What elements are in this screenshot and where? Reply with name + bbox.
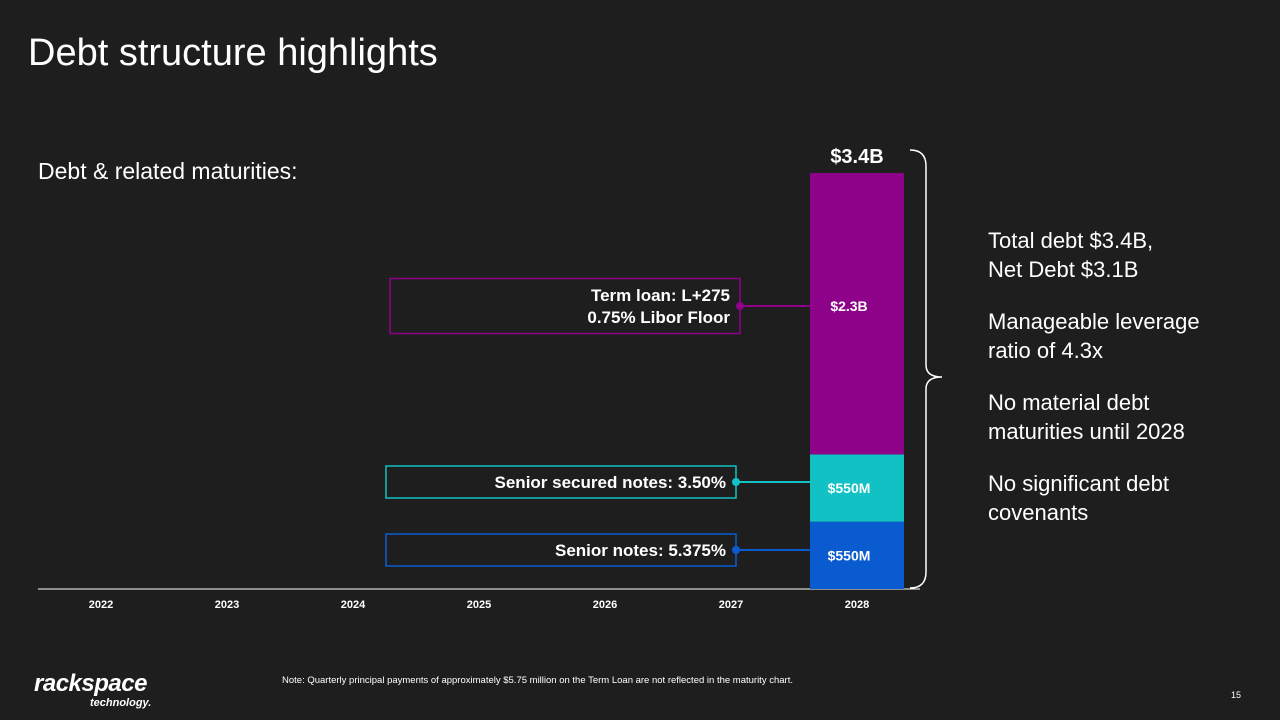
highlight-line: maturities until 2028: [988, 419, 1185, 444]
x-tick-label: 2022: [89, 599, 113, 611]
data-label: $550M: [828, 547, 871, 563]
bar-segment: [810, 521, 904, 589]
bar-segment: [810, 454, 904, 522]
x-tick-label: 2027: [719, 599, 743, 611]
highlight-maturities: No material debt maturities until 2028: [988, 388, 1258, 446]
page-number: 15: [1231, 690, 1242, 700]
footnote: Note: Quarterly principal payments of ap…: [282, 675, 793, 686]
rackspace-logo: rackspace technology.: [34, 670, 164, 714]
highlight-line: No material debt: [988, 390, 1150, 415]
x-tick-label: 2026: [593, 599, 617, 611]
total-label: $3.4B: [830, 146, 883, 168]
highlight-covenants: No significant debt covenants: [988, 469, 1258, 527]
highlight-leverage: Manageable leverage ratio of 4.3x: [988, 307, 1258, 365]
logo-tagline: technology.: [90, 697, 152, 709]
data-label: $550M: [828, 480, 871, 496]
x-tick-label: 2023: [215, 599, 239, 611]
bar-segment: [810, 173, 904, 455]
highlight-line: ratio of 4.3x: [988, 338, 1103, 363]
highlight-line: covenants: [988, 500, 1089, 525]
highlight-line: Total debt $3.4B,: [988, 228, 1154, 253]
highlight-line: Net Debt $3.1B: [988, 257, 1139, 282]
callout-label: Term loan: L+275: [591, 286, 730, 305]
highlights-list: Total debt $3.4B, Net Debt $3.1B Managea…: [988, 226, 1258, 550]
logo-wordmark: rackspace: [34, 670, 147, 697]
highlight-line: No significant debt: [988, 471, 1169, 496]
brace-bracket: [909, 149, 943, 589]
callout-label: Senior secured notes: 3.50%: [495, 473, 726, 492]
callout-dot: [732, 478, 740, 486]
data-label: $2.3B: [830, 298, 867, 314]
page-title: Debt structure highlights: [28, 32, 438, 74]
highlight-line: Manageable leverage: [988, 309, 1200, 334]
chart-subtitle: Debt & related maturities:: [38, 158, 298, 184]
x-tick-label: 2024: [341, 599, 366, 611]
callout-label: 0.75% Libor Floor: [587, 308, 730, 327]
callout-label: Senior notes: 5.375%: [555, 541, 726, 560]
x-tick-label: 2025: [467, 599, 491, 611]
callout-dot: [732, 546, 740, 554]
x-tick-label: 2028: [845, 599, 869, 611]
callout-dot: [736, 302, 744, 310]
highlight-total-debt: Total debt $3.4B, Net Debt $3.1B: [988, 226, 1258, 284]
